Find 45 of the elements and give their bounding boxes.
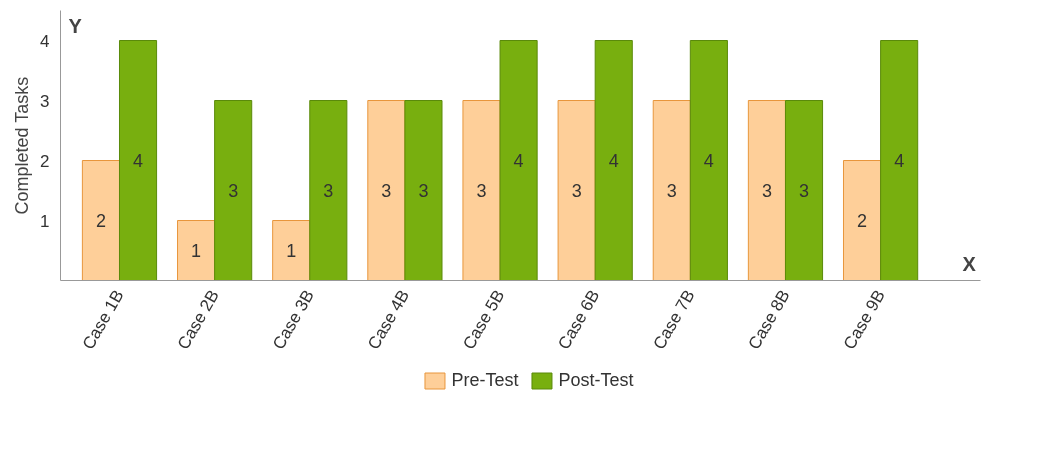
bar (462, 100, 501, 281)
y-tick-label: 2 (40, 151, 50, 171)
bar (784, 100, 824, 281)
data-label: 3 (418, 181, 429, 201)
y-axis-title: Completed Tasks (12, 76, 33, 215)
bar (177, 220, 216, 281)
legend-label: Post-Test (558, 369, 634, 391)
data-label: 3 (799, 181, 810, 201)
bar (747, 100, 786, 281)
data-label: 4 (133, 151, 144, 171)
data-label: 4 (513, 151, 524, 171)
bar (214, 100, 253, 281)
data-label: 3 (666, 181, 677, 201)
bar (689, 40, 728, 281)
data-label: 3 (323, 181, 334, 201)
data-label: 4 (894, 151, 905, 171)
x-axis-title: X (962, 252, 977, 275)
bar (367, 100, 406, 281)
data-label: 2 (857, 211, 868, 231)
y-tick-label: 4 (40, 31, 50, 51)
bar (404, 100, 443, 281)
data-label: 4 (703, 151, 714, 171)
bar (81, 160, 120, 281)
data-label: 3 (381, 181, 392, 201)
bar (272, 220, 311, 281)
y-tick-label: 3 (40, 91, 50, 111)
legend-label: Pre-Test (451, 369, 519, 391)
bar (309, 100, 348, 281)
data-label: 1 (191, 241, 202, 261)
data-label: 3 (761, 181, 772, 201)
data-label: 2 (95, 211, 106, 231)
data-label: 4 (608, 151, 619, 171)
data-label: 3 (476, 181, 487, 201)
data-label: 1 (286, 241, 297, 261)
data-label: 3 (228, 181, 239, 201)
y-tick-label: 1 (40, 211, 50, 231)
annotation: Y (68, 14, 83, 37)
bar (652, 100, 691, 281)
data-label: 3 (571, 181, 582, 201)
bar (557, 100, 596, 281)
bar (594, 40, 633, 281)
bar (880, 40, 919, 281)
bar (843, 160, 882, 281)
bar (118, 40, 158, 281)
bar (499, 40, 538, 281)
